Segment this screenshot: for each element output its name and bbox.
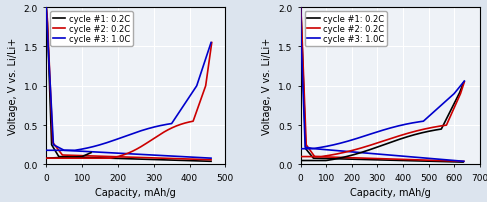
Y-axis label: Voltage, V vs. Li/Li+: Voltage, V vs. Li/Li+ xyxy=(262,38,272,135)
X-axis label: Capacity, mAh/g: Capacity, mAh/g xyxy=(350,187,431,197)
cycle #2: 0.2C: (23.7, 0.246): 0.2C: (23.7, 0.246) xyxy=(52,144,57,147)
cycle #1: 0.2C: (0, 2): 0.2C: (0, 2) xyxy=(298,7,303,9)
cycle #3: 1.0C: (119, 0.163): 1.0C: (119, 0.163) xyxy=(86,151,92,153)
Line: cycle #2: 0.2C: cycle #2: 0.2C xyxy=(46,8,211,160)
cycle #1: 0.2C: (220, 0.0655): 0.2C: (220, 0.0655) xyxy=(354,158,360,161)
cycle #1: 0.2C: (46.8, 0.0926): 0.2C: (46.8, 0.0926) xyxy=(310,156,316,159)
cycle #3: 1.0C: (452, 0.091): 1.0C: (452, 0.091) xyxy=(413,156,419,159)
Line: cycle #3: 1.0C: cycle #3: 1.0C xyxy=(300,8,464,162)
cycle #1: 0.2C: (321, 0.0568): 0.2C: (321, 0.0568) xyxy=(380,159,386,161)
cycle #3: 1.0C: (511, 0.0748): 1.0C: (511, 0.0748) xyxy=(429,158,434,160)
cycle #1: 0.2C: (107, 0.0898): 0.2C: (107, 0.0898) xyxy=(82,156,88,159)
cycle #1: 0.2C: (37.4, 0.131): 0.2C: (37.4, 0.131) xyxy=(307,153,313,156)
cycle #1: 0.2C: (0, 2): 0.2C: (0, 2) xyxy=(43,7,49,9)
cycle #3: 1.0C: (26.3, 0.235): 1.0C: (26.3, 0.235) xyxy=(53,145,58,147)
cycle #2: 0.2C: (51.5, 0.116): 0.2C: (51.5, 0.116) xyxy=(311,154,317,157)
cycle #2: 0.2C: (224, 0.0826): 0.2C: (224, 0.0826) xyxy=(355,157,361,159)
cycle #3: 1.0C: (18, 0.22): 1.0C: (18, 0.22) xyxy=(302,146,308,149)
cycle #3: 1.0C: (0, 2): 1.0C: (0, 2) xyxy=(43,7,49,9)
cycle #3: 1.0C: (31.1, 0.224): 1.0C: (31.1, 0.224) xyxy=(55,146,60,148)
cycle #1: 0.2C: (7.86, 1.34): 0.2C: (7.86, 1.34) xyxy=(300,58,305,61)
cycle #1: 0.2C: (635, 0.03): 0.2C: (635, 0.03) xyxy=(460,161,466,163)
cycle #2: 0.2C: (41.1, 0.163): 0.2C: (41.1, 0.163) xyxy=(308,151,314,153)
cycle #2: 0.2C: (0, 2): 0.2C: (0, 2) xyxy=(298,7,303,9)
cycle #1: 0.2C: (460, 0.04): 0.2C: (460, 0.04) xyxy=(208,160,214,163)
cycle #2: 0.2C: (216, 0.0835): 0.2C: (216, 0.0835) xyxy=(353,157,358,159)
cycle #3: 1.0C: (11.1, 0.811): 1.0C: (11.1, 0.811) xyxy=(300,100,306,102)
cycle #3: 1.0C: (0, 2): 1.0C: (0, 2) xyxy=(298,7,303,9)
cycle #2: 0.2C: (460, 0.06): 0.2C: (460, 0.06) xyxy=(208,159,214,161)
cycle #2: 0.2C: (8.43, 1.39): 0.2C: (8.43, 1.39) xyxy=(300,54,306,57)
cycle #1: 0.2C: (211, 0.0662): 0.2C: (211, 0.0662) xyxy=(352,158,357,161)
cycle #1: 0.2C: (309, 0.0614): 0.2C: (309, 0.0614) xyxy=(154,159,160,161)
Legend: cycle #1: 0.2C, cycle #2: 0.2C, cycle #3: 1.0C: cycle #1: 0.2C, cycle #2: 0.2C, cycle #3… xyxy=(51,12,132,46)
cycle #2: 0.2C: (0, 2): 0.2C: (0, 2) xyxy=(43,7,49,9)
cycle #3: 1.0C: (314, 0.116): 1.0C: (314, 0.116) xyxy=(156,154,162,157)
cycle #1: 0.2C: (26.6, 0.163): 0.2C: (26.6, 0.163) xyxy=(53,151,59,153)
cycle #2: 0.2C: (27.9, 0.221): 0.2C: (27.9, 0.221) xyxy=(54,146,59,148)
Line: cycle #3: 1.0C: cycle #3: 1.0C xyxy=(46,8,211,158)
cycle #3: 1.0C: (140, 0.158): 1.0C: (140, 0.158) xyxy=(94,151,99,154)
cycle #2: 0.2C: (115, 0.11): 0.2C: (115, 0.11) xyxy=(85,155,91,157)
cycle #3: 1.0C: (156, 0.172): 1.0C: (156, 0.172) xyxy=(337,150,343,152)
cycle #2: 0.2C: (33.6, 0.187): 0.2C: (33.6, 0.187) xyxy=(56,149,61,151)
cycle #1: 0.2C: (22.4, 0.195): 0.2C: (22.4, 0.195) xyxy=(51,148,57,151)
cycle #3: 1.0C: (621, 0.0446): 1.0C: (621, 0.0446) xyxy=(457,160,463,162)
cycle #2: 0.2C: (136, 0.107): 0.2C: (136, 0.107) xyxy=(92,155,98,158)
X-axis label: Capacity, mAh/g: Capacity, mAh/g xyxy=(95,187,176,197)
cycle #2: 0.2C: (325, 0.0722): 0.2C: (325, 0.0722) xyxy=(381,158,387,160)
cycle #2: 0.2C: (638, 0.04): 0.2C: (638, 0.04) xyxy=(461,160,467,163)
Legend: cycle #1: 0.2C, cycle #2: 0.2C, cycle #3: 1.0C: cycle #1: 0.2C, cycle #2: 0.2C, cycle #3… xyxy=(305,12,387,46)
Line: cycle #2: 0.2C: cycle #2: 0.2C xyxy=(300,8,464,162)
Line: cycle #1: 0.2C: cycle #1: 0.2C xyxy=(300,8,463,162)
cycle #3: 1.0C: (460, 0.08): 1.0C: (460, 0.08) xyxy=(208,157,214,160)
cycle #2: 0.2C: (312, 0.0814): 0.2C: (312, 0.0814) xyxy=(155,157,161,159)
cycle #3: 1.0C: (37.4, 0.209): 1.0C: (37.4, 0.209) xyxy=(56,147,62,149)
cycle #3: 1.0C: (638, 0.04): 1.0C: (638, 0.04) xyxy=(461,160,467,163)
Line: cycle #1: 0.2C: cycle #1: 0.2C xyxy=(46,8,211,162)
Y-axis label: Voltage, V vs. Li/Li+: Voltage, V vs. Li/Li+ xyxy=(8,38,18,135)
cycle #1: 0.2C: (19.2, 0.218): 0.2C: (19.2, 0.218) xyxy=(50,146,56,149)
cycle #1: 0.2C: (129, 0.0868): 0.2C: (129, 0.0868) xyxy=(90,157,95,159)
